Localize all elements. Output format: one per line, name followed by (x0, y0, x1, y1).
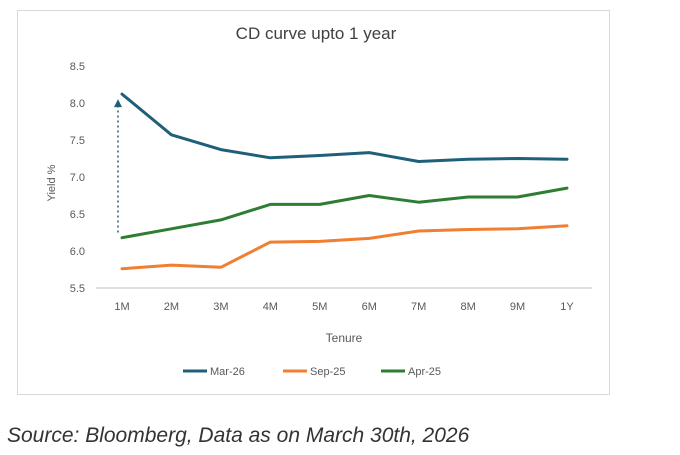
series-line-sep-25 (120, 224, 569, 271)
x-tick-label: 1M (114, 301, 129, 313)
plot-area: 5.5 6.0 6.5 7.0 7.5 8.0 8.5 1M 2M 3M 4M 5M 6M 7M 8M 9M 1… (70, 61, 592, 313)
y-tick-label: 8.5 (70, 61, 85, 73)
x-tick-label: 8M (460, 301, 475, 313)
source-note: Source: Bloomberg, Data as on March 30th… (7, 424, 470, 447)
x-tick-label: 7M (411, 301, 426, 313)
x-axis-title: Tenure (326, 331, 363, 345)
y-tick-label: 7.5 (70, 135, 85, 147)
series-line-apr-25 (120, 186, 569, 240)
chart-title: CD curve upto 1 year (236, 24, 397, 43)
legend-label: Mar-26 (210, 366, 245, 378)
annotation-arrow-head (114, 99, 122, 108)
x-tick-label: 3M (213, 301, 228, 313)
y-tick-label: 5.5 (70, 283, 85, 295)
legend-label: Apr-25 (408, 366, 441, 378)
x-tick-label: 1Y (560, 301, 574, 313)
legend: Mar-26 Sep-25 Apr-25 (183, 366, 441, 378)
chart-container (17, 10, 610, 395)
y-axis-title: Yield % (46, 164, 58, 201)
y-tick-label: 7.0 (70, 172, 85, 184)
x-tick-label: 2M (164, 301, 179, 313)
y-tick-label: 6.0 (70, 246, 85, 258)
y-tick-label: 8.0 (70, 98, 85, 110)
x-tick-label: 4M (263, 301, 278, 313)
legend-label: Sep-25 (310, 366, 345, 378)
series-line-mar-26 (120, 92, 569, 163)
x-tick-label: 6M (362, 301, 377, 313)
x-tick-label: 5M (312, 301, 327, 313)
y-tick-label: 6.5 (70, 209, 85, 221)
x-tick-label: 9M (510, 301, 525, 313)
